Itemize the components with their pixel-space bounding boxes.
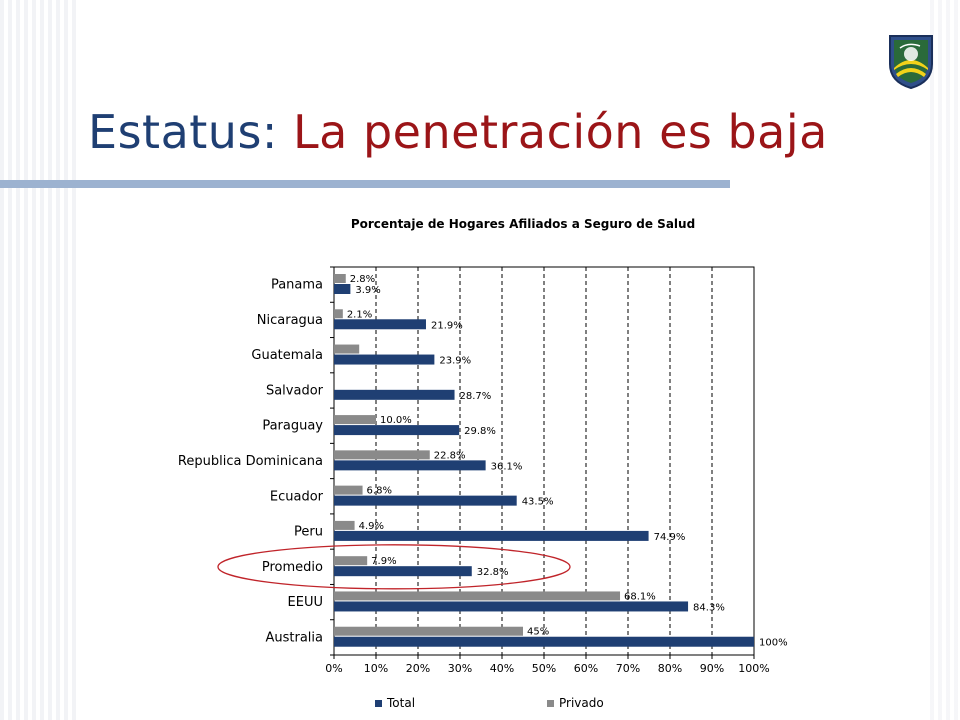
bar-privado: [334, 344, 360, 354]
x-tick-label: 60%: [574, 662, 598, 675]
title-prefix: Estatus:: [88, 105, 278, 159]
legend-swatch-total: [375, 700, 382, 707]
highlight-oval: [217, 544, 571, 590]
legend-swatch-privado: [547, 700, 554, 707]
data-label-privado: 45%: [527, 627, 549, 638]
x-tick-label: 40%: [490, 662, 514, 675]
bar-total: [334, 319, 426, 330]
data-label-privado: 4.9%: [359, 521, 384, 532]
x-tick-label: 90%: [700, 662, 724, 675]
data-label-total: 29.8%: [464, 426, 496, 437]
shield-globe-logo-icon: [889, 35, 933, 90]
category-label: Guatemala: [251, 348, 323, 363]
data-label-total: 23.9%: [439, 356, 471, 367]
data-label-total: 100%: [759, 638, 788, 649]
data-label-total: 36.1%: [491, 461, 523, 472]
category-label: Republica Dominicana: [178, 454, 323, 469]
data-label-total: 28.7%: [460, 391, 492, 402]
category-label: Panama: [271, 278, 323, 293]
data-label-total: 3.9%: [355, 285, 380, 296]
x-tick-label: 30%: [448, 662, 472, 675]
legend-label-total: Total: [386, 696, 415, 710]
left-stripe-decoration: [0, 0, 80, 720]
bar-privado: [334, 485, 363, 495]
category-label: Nicaragua: [257, 313, 323, 328]
x-tick-label: 70%: [616, 662, 640, 675]
data-label-privado: 7.9%: [371, 556, 396, 567]
category-label: Paraguay: [262, 419, 323, 434]
bar-total: [334, 284, 351, 294]
bar-privado: [334, 556, 368, 566]
x-tick-label: 100%: [738, 662, 769, 675]
title-underline: [0, 180, 730, 188]
x-tick-label: 80%: [658, 662, 682, 675]
category-label: EEUU: [288, 595, 323, 610]
data-label-total: 43.5%: [522, 497, 554, 508]
bar-total: [334, 354, 435, 365]
bar-privado: [334, 591, 621, 601]
data-label-total: 21.9%: [431, 320, 463, 331]
bar-total: [334, 495, 517, 506]
bar-privado: [334, 626, 523, 636]
bar-total: [334, 460, 486, 471]
slide-title: Estatus: La penetración es baja: [88, 100, 828, 164]
data-label-total: 32.8%: [477, 567, 509, 578]
bar-total: [334, 601, 689, 612]
x-tick-label: 10%: [364, 662, 388, 675]
data-label-privado: 6.8%: [367, 486, 392, 497]
bar-total: [334, 425, 460, 436]
bar-total: [334, 389, 455, 400]
x-tick-label: 0%: [325, 662, 342, 675]
data-label-privado: 68.1%: [624, 591, 656, 602]
chart-title: Porcentaje de Hogares Afiliados a Seguro…: [351, 217, 695, 231]
bar-privado: [334, 520, 355, 530]
right-stripe-decoration: [930, 0, 960, 720]
data-label-total: 74.9%: [654, 532, 686, 543]
bar-privado: [334, 274, 346, 283]
bar-privado: [334, 415, 376, 425]
bar-total: [334, 530, 649, 541]
data-label-privado: 2.1%: [347, 309, 372, 320]
bar-privado: [334, 309, 343, 319]
data-label-total: 84.3%: [693, 602, 725, 613]
data-label-privado: 10.0%: [380, 415, 412, 426]
x-tick-label: 20%: [406, 662, 430, 675]
category-label: Peru: [294, 525, 323, 540]
bar-total: [334, 636, 754, 647]
data-label-privado: 2.8%: [350, 274, 375, 285]
category-label: Ecuador: [270, 489, 324, 504]
bar-total: [334, 566, 472, 577]
data-label-privado: 22.8%: [434, 450, 466, 461]
legend-label-privado: Privado: [559, 696, 604, 710]
category-label: Promedio: [262, 560, 323, 575]
bar-privado: [334, 450, 430, 460]
title-main: La penetración es baja: [293, 105, 828, 159]
x-tick-label: 50%: [532, 662, 556, 675]
category-label: Salvador: [266, 383, 324, 398]
category-label: Australia: [265, 630, 323, 645]
